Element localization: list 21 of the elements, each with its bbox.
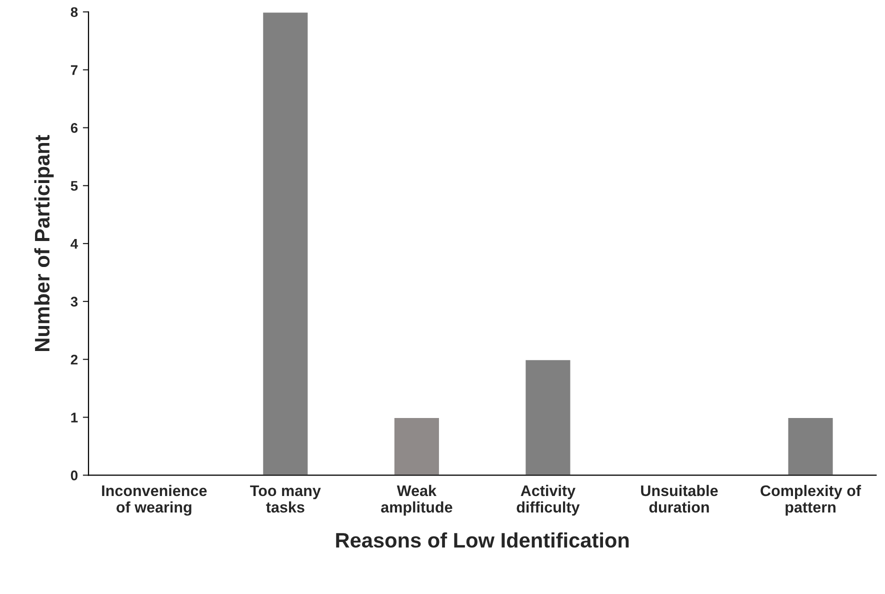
x-tick-label: Complexity of pattern: [760, 484, 862, 516]
x-tick-label: Inconvenience of wearing: [102, 484, 207, 516]
y-tick-label: 2: [70, 354, 78, 364]
x-tick-label: Too many tasks: [250, 485, 321, 513]
bar: [524, 358, 572, 476]
y-tick-label: 1: [71, 412, 78, 422]
y-axis-title: Number of Participant: [34, 134, 54, 351]
y-tick-label: 4: [70, 239, 78, 249]
y-tick-label: 7: [70, 65, 78, 75]
y-tick-label: 6: [70, 123, 78, 133]
x-tick-label: Weak amplitude: [381, 484, 452, 516]
x-tick-label: Activity difficulty: [516, 484, 580, 516]
bar: [262, 12, 310, 476]
x-tick-label: Unsuitable duration: [641, 484, 718, 513]
y-tick-label: 0: [70, 470, 78, 480]
y-tick-label: 5: [70, 181, 78, 191]
y-tick-label: 8: [70, 7, 78, 18]
x-axis-title: Reasons of Low Identification: [336, 532, 629, 548]
y-tick-label: 3: [70, 296, 78, 307]
bar: [393, 416, 440, 476]
bar: [786, 416, 834, 476]
